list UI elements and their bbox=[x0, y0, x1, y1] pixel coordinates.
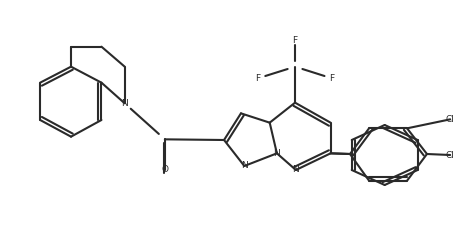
Text: Cl: Cl bbox=[446, 151, 455, 159]
Text: N: N bbox=[241, 162, 248, 170]
Text: F: F bbox=[292, 36, 298, 44]
Text: O: O bbox=[161, 165, 168, 174]
Text: Cl: Cl bbox=[446, 115, 455, 124]
Text: N: N bbox=[121, 99, 128, 108]
Text: N: N bbox=[273, 149, 280, 158]
Text: N: N bbox=[292, 165, 299, 174]
Text: F: F bbox=[329, 74, 334, 83]
Text: F: F bbox=[255, 74, 260, 83]
